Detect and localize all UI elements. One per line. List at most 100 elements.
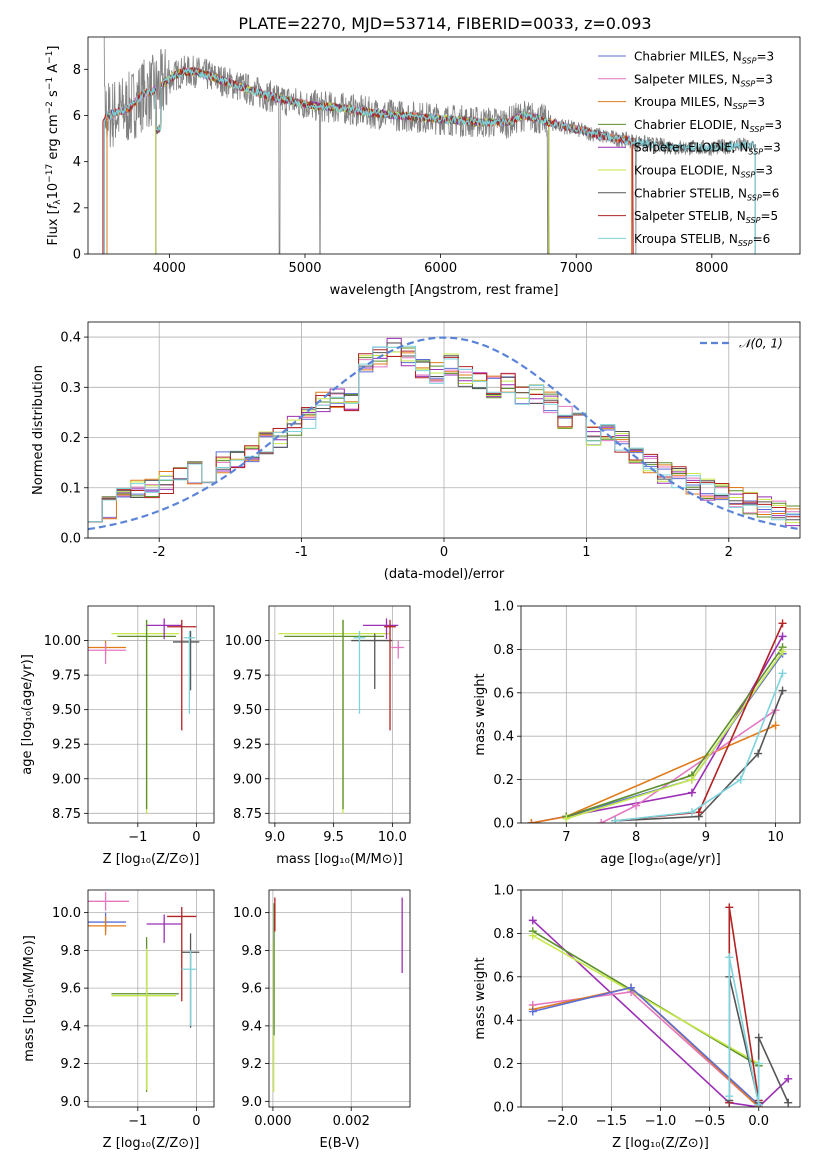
- x-tick-label: 8000: [695, 261, 728, 276]
- x-axis-label: Z [log₁₀(Z/Z⊙)]: [103, 852, 200, 867]
- error-bar-point: [88, 891, 130, 911]
- error-bar-point: [167, 906, 197, 1002]
- axes-frame: [268, 889, 411, 1108]
- x-tick-label: 5000: [288, 261, 321, 276]
- y-tick-label: 9.0: [60, 1095, 81, 1110]
- model-spectrum-chabrier-miles: [106, 66, 633, 254]
- x-tick-label: 9.5: [323, 830, 344, 845]
- error-bar-point: [88, 643, 127, 665]
- y-tick-label: 0: [73, 248, 81, 263]
- observed-spectrum: [103, 37, 753, 254]
- error-bar-point: [117, 619, 176, 810]
- x-tick-label: 7: [562, 830, 570, 845]
- y-tick-label: 4: [73, 155, 81, 170]
- axes-frame: [520, 889, 801, 1108]
- error-bar-point: [111, 948, 176, 1091]
- weight-marker: [687, 788, 696, 797]
- weight-marker: [778, 632, 787, 641]
- legend-entry: Chabrier MILES, NSSP=3: [634, 50, 774, 66]
- error-bar-point: [111, 937, 179, 1092]
- axes-frame: [87, 321, 801, 539]
- error-bar-point: [88, 912, 127, 932]
- y-tick-label: 0.8: [493, 927, 514, 942]
- y-tick-label: 9.0: [241, 1095, 262, 1110]
- axes-frame: [87, 36, 801, 255]
- y-tick-label: 9.00: [52, 772, 81, 787]
- legend-entry: Kroupa ELODIE, NSSP=3: [634, 164, 773, 180]
- y-tick-label: 0.2: [493, 1057, 514, 1072]
- y-tick-label: 9.50: [233, 703, 262, 718]
- weight-marker: [778, 669, 787, 678]
- weight-marker: [778, 619, 787, 628]
- x-tick-label: 0.002: [333, 1114, 370, 1129]
- spectrum-axes: 4000 5000 6000 7000 8000 0 2 4 6 8 wavelength [Ang…: [45, 36, 801, 298]
- legend-entry: Salpeter MILES, NSSP=3: [634, 72, 773, 88]
- error-bar-point: [391, 640, 405, 659]
- weight-marker: [754, 1059, 763, 1068]
- weight-marker: [527, 819, 536, 823]
- y-tick-label: 10.0: [233, 906, 262, 921]
- weight-line-salpeter-miles: [600, 709, 777, 823]
- weight-marker: [784, 1074, 793, 1083]
- legend-entry: 𝒩(0, 1): [739, 337, 783, 351]
- weight-marker: [725, 1092, 734, 1101]
- y-tick-label: 6: [73, 109, 81, 124]
- x-tick-label: 0: [192, 830, 200, 845]
- weight-line-salpeter-stelib: [728, 907, 760, 1103]
- y-tick-label: 9.75: [52, 669, 81, 684]
- y-tick-label: 0.6: [493, 686, 514, 701]
- x-tick-label: −1.5: [596, 1114, 628, 1129]
- weight-marker: [528, 916, 537, 925]
- weight-line-salpeter-elodie: [531, 635, 784, 823]
- y-tick-label: 0.2: [60, 431, 81, 446]
- weight-marker: [597, 819, 606, 823]
- legend-entry: Kroupa STELIB, NSSP=6: [634, 232, 770, 248]
- spectrum-plot: [102, 37, 756, 254]
- x-axis-label: E(B-V): [319, 1136, 359, 1151]
- error-bar-point: [167, 619, 197, 731]
- y-tick-label: 0.6: [493, 970, 514, 985]
- x-tick-label: −2.0: [546, 1114, 578, 1129]
- x-tick-label: 0: [192, 1114, 200, 1129]
- weight-line-chabrier-stelib: [615, 690, 784, 822]
- residuals-axes: -2 -1 0 1 2 0.0 0.1 0.2 0.3 0.4 (data-model)/error…: [31, 321, 801, 582]
- x-tick-label: 8: [632, 830, 640, 845]
- error-bar-point: [284, 619, 385, 810]
- x-tick-label: −0.5: [694, 1114, 726, 1129]
- model-spectrum-kroupa-miles: [106, 66, 633, 254]
- y-tick-label: 9.4: [60, 1019, 81, 1034]
- axes-frame: [268, 605, 411, 824]
- weight-line-kroupa-elodie: [566, 651, 784, 820]
- error-bar-point: [278, 619, 391, 814]
- x-tick-label: 1: [582, 545, 590, 560]
- x-axis-label: Z [log₁₀(Z/Z⊙)]: [612, 1136, 709, 1151]
- y-axis-label: Normed distribution: [31, 365, 46, 495]
- weight-marker: [694, 808, 703, 817]
- y-tick-label: 0.0: [493, 1101, 514, 1116]
- error-bar-point: [363, 618, 399, 640]
- model-spectrum-salpeter-elodie: [155, 66, 550, 254]
- error-bar-point: [353, 630, 366, 714]
- y-tick-label: 1.0: [493, 600, 514, 615]
- y-tick-label: 9.50: [52, 703, 81, 718]
- x-tick-label: 4000: [153, 261, 186, 276]
- y-tick-label: 0.4: [60, 331, 81, 346]
- figure-title: PLATE=2270, MJD=53714, FIBERID=0033, z=0…: [238, 14, 651, 33]
- error-bar-point: [384, 619, 396, 731]
- x-axis-label: Z [log₁₀(Z/Z⊙)]: [103, 1136, 200, 1151]
- x-axis-label: wavelength [Angstrom, rest frame]: [330, 283, 559, 298]
- axes-frame: [87, 605, 215, 824]
- y-tick-label: 2: [73, 201, 81, 216]
- weight-line-salpeter-elodie: [532, 919, 789, 1107]
- weight-line-kroupa-stelib: [728, 957, 760, 1105]
- y-tick-label: 9.00: [233, 772, 262, 787]
- y-tick-label: 10.0: [52, 906, 81, 921]
- y-tick-label: 8.75: [52, 807, 81, 822]
- y-tick-label: 9.8: [241, 944, 262, 959]
- y-axis-label: age [log₁₀(age/yr)]: [20, 654, 35, 775]
- weight-marker: [611, 816, 620, 823]
- mass_vs_ebv-axes: 0.000 0.002 9.0 9.2 9.4 9.6 9.8 10.0 E(B-V): [233, 889, 411, 1151]
- model-spectrum-salpeter-miles: [106, 66, 633, 254]
- age_vs_mass-axes: 9.0 9.5 10.0 8.75 9.00 9.25 9.50 9.75 10.00 mass …: [225, 605, 411, 867]
- model-spectrum-kroupa-elodie: [155, 67, 550, 254]
